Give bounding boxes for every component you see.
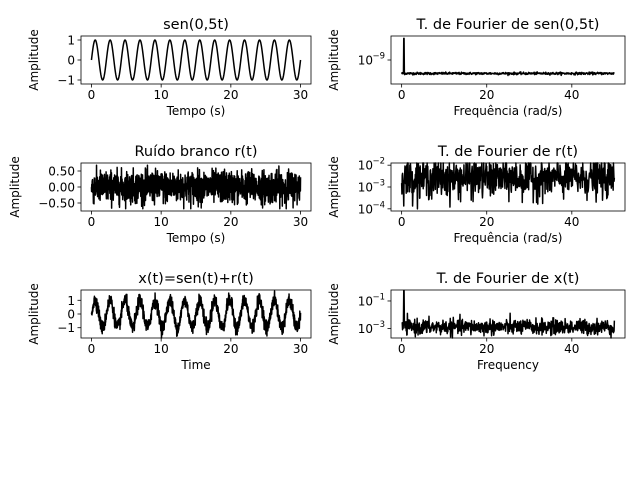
data-line: [90, 164, 302, 210]
x-tick-label: 0: [398, 88, 406, 102]
data-line: [90, 39, 302, 81]
x-axis-label: Frequência (rad/s): [454, 231, 563, 245]
subplot-title: Ruído branco r(t): [135, 144, 258, 160]
y-tick-label-exponent: −9: [372, 52, 385, 62]
x-tick-label: 30: [293, 88, 308, 102]
subplot-title: T. de Fourier de r(t): [437, 144, 578, 160]
y-tick-label: −0.50: [38, 197, 75, 211]
data-line: [90, 290, 302, 339]
x-tick-label: 30: [293, 342, 308, 356]
x-tick-label: 10: [154, 342, 169, 356]
x-tick-label: 40: [564, 342, 579, 356]
x-tick-label: 20: [479, 342, 494, 356]
y-tick-label: 0.00: [48, 181, 75, 195]
subplot-1: 0 10 20 30 −1 0 1 sen(0,5t) Tempo (s) Amplitude: [27, 17, 312, 118]
subplot-title: T. de Fourier de sen(0,5t): [416, 17, 600, 33]
data-line: [400, 162, 616, 210]
x-tick-label: 0: [88, 88, 96, 102]
x-tick-label: 20: [223, 88, 238, 102]
x-axis-label: Frequency: [477, 358, 539, 372]
subplot-2: 0 20 40 10 −9 T. de Fourier de sen(0,5t) Frequ…: [327, 17, 626, 118]
x-tick-label: 20: [479, 215, 494, 229]
y-axis-label: Amplitude: [327, 29, 341, 91]
y-tick-label-exponent: −1: [372, 292, 385, 302]
y-tick-label: 0: [67, 54, 75, 68]
y-axis-label: Amplitude: [327, 156, 341, 218]
subplot-title: T. de Fourier de x(t): [436, 271, 580, 287]
x-tick-label: 20: [223, 215, 238, 229]
x-tick-label: 10: [154, 88, 169, 102]
y-tick-label: 1: [67, 294, 75, 308]
subplot-title: sen(0,5t): [163, 17, 229, 33]
data-line: [401, 289, 616, 339]
y-tick-label-exponent: −3: [372, 179, 385, 189]
y-tick-label: 10: [358, 202, 373, 216]
x-tick-label: 30: [293, 215, 308, 229]
y-tick-label: 10: [358, 181, 373, 195]
x-axis-label: Time: [180, 358, 210, 372]
x-tick-label: 0: [88, 215, 96, 229]
subplot-3: 0 10 20 30 −0.50 0.00 0.50 Ruído branco r(t) Tem…: [8, 144, 312, 245]
y-tick-label: 1: [67, 34, 75, 48]
x-tick-label: 10: [154, 215, 169, 229]
y-tick-label: 0.50: [48, 165, 75, 179]
y-tick-label-exponent: −4: [372, 200, 385, 210]
subplot-title: x(t)=sen(t)+r(t): [138, 271, 254, 287]
x-tick-label: 0: [398, 342, 406, 356]
y-axis-label: Amplitude: [27, 29, 41, 91]
x-axis-label: Tempo (s): [166, 231, 226, 245]
x-tick-label: 40: [564, 215, 579, 229]
x-tick-label: 40: [564, 88, 579, 102]
y-tick-label: 10: [358, 294, 373, 308]
y-tick-label-exponent: −2: [372, 157, 385, 167]
y-axis-label: Amplitude: [27, 283, 41, 345]
x-tick-label: 20: [479, 88, 494, 102]
axes-frame: [390, 35, 626, 85]
y-tick-label: 0: [67, 308, 75, 322]
y-tick-label: −1: [57, 321, 75, 335]
axes-frame: [390, 289, 626, 339]
data-line: [400, 37, 615, 77]
x-tick-label: 0: [88, 342, 96, 356]
y-tick-label: −1: [57, 74, 75, 88]
x-axis-label: Frequência (rad/s): [454, 104, 563, 118]
x-tick-label: 20: [223, 342, 238, 356]
y-tick-label: 10: [358, 322, 373, 336]
y-axis-label: Amplitude: [327, 283, 341, 345]
y-tick-label: 10: [358, 54, 373, 68]
x-tick-label: 0: [398, 215, 406, 229]
y-tick-label: 10: [358, 159, 373, 173]
y-axis-label: Amplitude: [8, 156, 22, 218]
y-tick-label-exponent: −3: [372, 320, 385, 330]
x-axis-label: Tempo (s): [166, 104, 226, 118]
